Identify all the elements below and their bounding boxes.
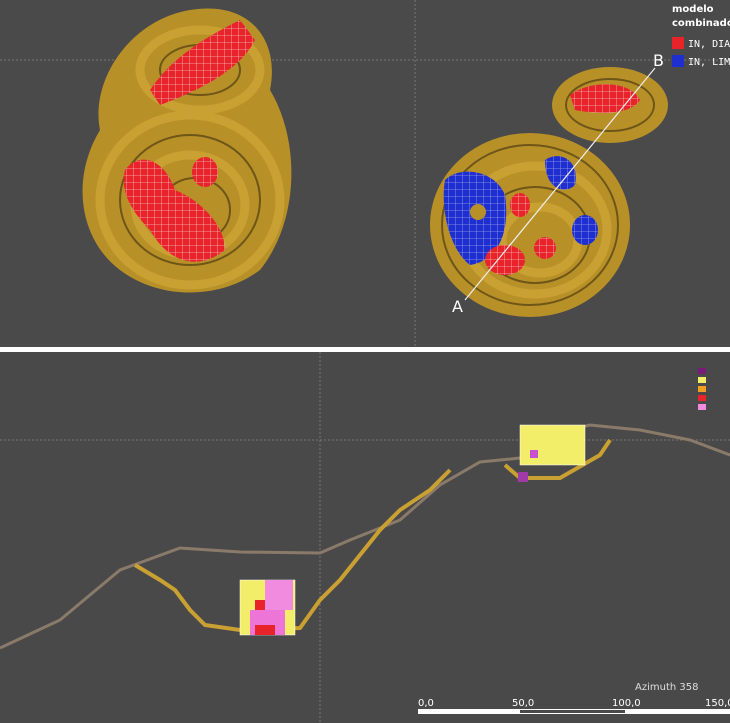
legend: modelo combinado IN, DIA IN, LIM <box>672 4 730 68</box>
block-model <box>239 424 586 636</box>
scale-label: 150,0 <box>705 698 730 709</box>
section-label: A <box>452 297 463 316</box>
section-line <box>464 67 656 301</box>
scale-label: 100,0 <box>612 698 641 709</box>
bottom-legend <box>698 368 706 410</box>
scale-label: 50,0 <box>512 698 534 709</box>
topography <box>0 423 730 650</box>
bottom-view <box>0 352 730 723</box>
right-pit <box>430 67 668 317</box>
scale-label: 0,0 <box>418 698 434 709</box>
pit-section <box>503 438 612 480</box>
pit-section <box>133 468 452 633</box>
legend-label: IN, DIA <box>688 39 730 50</box>
section-label: B <box>653 51 664 70</box>
legend-label: IN, LIM <box>688 57 730 68</box>
scale-bar: 0,0 50,0 100,0 150,0 <box>418 698 730 714</box>
azimuth-label: Azimuth 358 <box>635 682 698 693</box>
legend-title: modelo <box>672 4 714 15</box>
legend-swatch <box>672 55 684 67</box>
left-pit <box>82 8 292 293</box>
legend-title: combinado <box>672 18 730 29</box>
legend-swatch <box>672 37 684 49</box>
